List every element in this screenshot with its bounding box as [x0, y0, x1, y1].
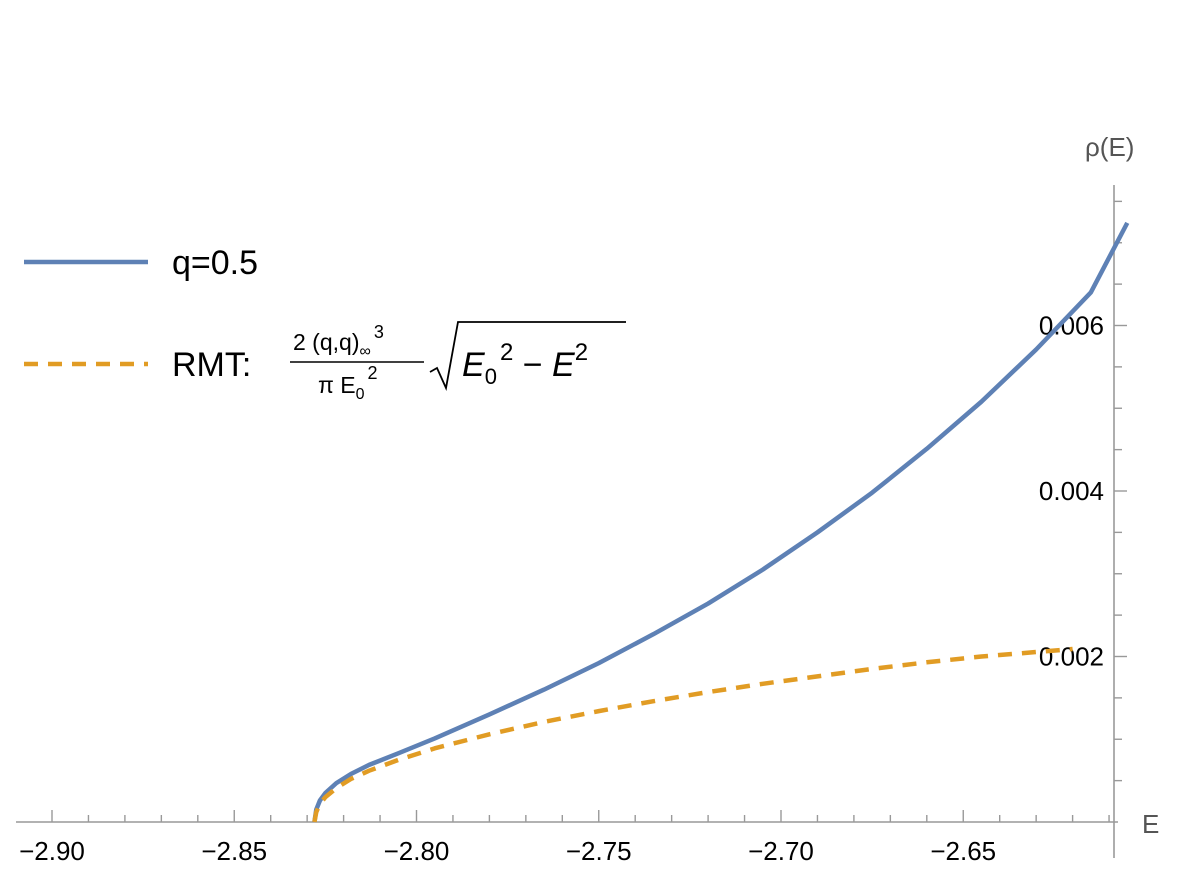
x-tick-label: −2.90	[19, 836, 85, 866]
y-tick-label: 0.004	[1039, 476, 1104, 506]
x-tick-label: −2.65	[930, 836, 996, 866]
rmt-formula: 2 (q,q)∞3 π E02 E02 − E2	[290, 321, 626, 403]
x-tick-label: −2.80	[384, 836, 450, 866]
y-tick-label: 0.002	[1039, 642, 1104, 672]
formula-denominator: π E02	[318, 363, 378, 403]
formula-numerator: 2 (q,q)∞3	[293, 322, 384, 360]
formula-radicand: E02 − E2	[462, 339, 588, 389]
legend-label-rmt: RMT:	[172, 346, 251, 384]
x-tick-label: −2.85	[201, 836, 267, 866]
series-line-q	[312, 221, 1130, 823]
x-tick-label: −2.75	[566, 836, 632, 866]
formula-sqrt-sign	[429, 321, 626, 392]
x-axis-title: E	[1142, 809, 1159, 839]
legend-label-q: q=0.5	[172, 244, 258, 282]
x-axis: −2.90 −2.85 −2.80 −2.75 −2.70 −2.65	[16, 810, 1118, 866]
series-layer	[312, 221, 1130, 823]
y-axis-title: ρ(E)	[1085, 132, 1134, 162]
series-line-rmt	[312, 646, 1073, 823]
x-tick-label: −2.70	[748, 836, 814, 866]
legend: q=0.5 RMT: 2 (q,q)∞3 π E02 E02 − E2	[24, 244, 626, 403]
